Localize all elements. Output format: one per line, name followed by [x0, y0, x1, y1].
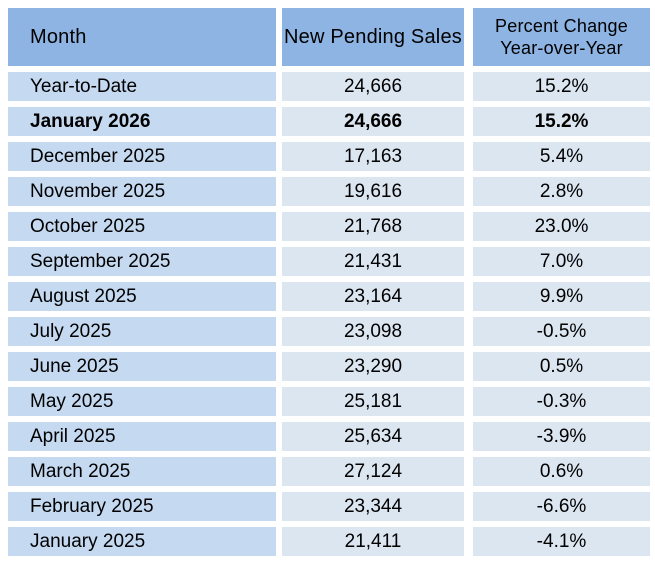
- percent-change-header-line2: Year-over-Year: [500, 38, 623, 58]
- month-cell: January 2025: [8, 527, 276, 556]
- month-cell: February 2025: [8, 492, 276, 521]
- month-cell: July 2025: [8, 317, 276, 346]
- month-cell: January 2026: [8, 107, 276, 136]
- percent-change-cell: 15.2%: [473, 72, 650, 101]
- table-row: April 2025 25,634 -3.9%: [8, 422, 650, 451]
- sales-cell: 17,163: [282, 142, 464, 171]
- table-row: January 2026 24,666 15.2%: [8, 107, 650, 136]
- sales-cell: 23,344: [282, 492, 464, 521]
- sales-cell: 19,616: [282, 177, 464, 206]
- month-cell: Year-to-Date: [8, 72, 276, 101]
- sales-cell: 21,768: [282, 212, 464, 241]
- percent-change-cell: 7.0%: [473, 247, 650, 276]
- sales-cell: 25,634: [282, 422, 464, 451]
- table-row: October 2025 21,768 23.0%: [8, 212, 650, 241]
- month-cell: August 2025: [8, 282, 276, 311]
- sales-cell: 23,164: [282, 282, 464, 311]
- percent-change-header-line1: Percent Change: [495, 15, 628, 36]
- sales-cell: 24,666: [282, 72, 464, 101]
- table-row: February 2025 23,344 -6.6%: [8, 492, 650, 521]
- percent-change-cell: 0.6%: [473, 457, 650, 486]
- table-row: August 2025 23,164 9.9%: [8, 282, 650, 311]
- table-row: September 2025 21,431 7.0%: [8, 247, 650, 276]
- sales-cell: 24,666: [282, 107, 464, 136]
- sales-cell: 25,181: [282, 387, 464, 416]
- percent-change-cell: -3.9%: [473, 422, 650, 451]
- sales-cell: 27,124: [282, 457, 464, 486]
- percent-change-cell: -6.6%: [473, 492, 650, 521]
- table-row: March 2025 27,124 0.6%: [8, 457, 650, 486]
- table-header-row: Month New Pending Sales Percent Change Y…: [8, 8, 650, 66]
- percent-change-cell: 15.2%: [473, 107, 650, 136]
- table-body: Year-to-Date 24,666 15.2% January 2026 2…: [8, 72, 650, 556]
- percent-change-cell: 9.9%: [473, 282, 650, 311]
- percent-change-cell: 0.5%: [473, 352, 650, 381]
- table-row: July 2025 23,098 -0.5%: [8, 317, 650, 346]
- table-row: December 2025 17,163 5.4%: [8, 142, 650, 171]
- sales-cell: 23,098: [282, 317, 464, 346]
- sales-cell: 21,411: [282, 527, 464, 556]
- column-header-month: Month: [8, 8, 276, 66]
- table-row: May 2025 25,181 -0.3%: [8, 387, 650, 416]
- column-header-new-pending-sales: New Pending Sales: [282, 8, 464, 66]
- percent-change-cell: -4.1%: [473, 527, 650, 556]
- sales-cell: 21,431: [282, 247, 464, 276]
- month-cell: May 2025: [8, 387, 276, 416]
- percent-change-cell: -0.3%: [473, 387, 650, 416]
- month-cell: March 2025: [8, 457, 276, 486]
- month-cell: April 2025: [8, 422, 276, 451]
- month-cell: September 2025: [8, 247, 276, 276]
- month-cell: October 2025: [8, 212, 276, 241]
- percent-change-cell: 2.8%: [473, 177, 650, 206]
- percent-change-cell: -0.5%: [473, 317, 650, 346]
- percent-change-cell: 5.4%: [473, 142, 650, 171]
- table-row: January 2025 21,411 -4.1%: [8, 527, 650, 556]
- sales-cell: 23,290: [282, 352, 464, 381]
- table-row: June 2025 23,290 0.5%: [8, 352, 650, 381]
- column-header-percent-change: Percent Change Year-over-Year: [473, 8, 650, 66]
- month-cell: December 2025: [8, 142, 276, 171]
- table-row: November 2025 19,616 2.8%: [8, 177, 650, 206]
- table-row: Year-to-Date 24,666 15.2%: [8, 72, 650, 101]
- percent-change-cell: 23.0%: [473, 212, 650, 241]
- month-cell: November 2025: [8, 177, 276, 206]
- month-cell: June 2025: [8, 352, 276, 381]
